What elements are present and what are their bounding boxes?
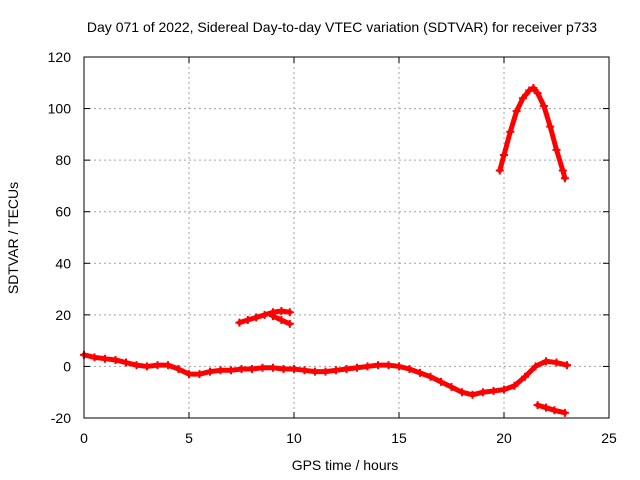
data-point — [342, 365, 351, 374]
data-series — [80, 83, 571, 417]
data-point — [300, 366, 309, 375]
data-point — [533, 401, 542, 410]
data-point — [277, 316, 286, 325]
data-point — [260, 310, 269, 319]
data-point — [500, 385, 508, 394]
data-point — [512, 107, 521, 116]
data-point — [542, 357, 550, 366]
data-point — [563, 361, 571, 370]
data-point — [533, 89, 542, 98]
data-point — [216, 366, 225, 375]
data-point — [248, 365, 256, 374]
data-point — [546, 122, 555, 131]
data-point — [416, 368, 424, 377]
data-point — [285, 308, 294, 317]
x-tick-label: 15 — [391, 430, 407, 446]
data-point — [525, 86, 534, 95]
series-tail — [533, 401, 569, 417]
data-point — [269, 363, 277, 372]
data-point — [489, 386, 498, 395]
data-point — [285, 319, 294, 328]
axis-ticks: 0 5 10 15 20 25 -20 0 20 40 60 80 100 120 — [48, 49, 617, 446]
data-point — [258, 363, 267, 372]
data-point — [237, 365, 246, 374]
y-tick-label: 100 — [48, 101, 72, 117]
series-baseline — [80, 350, 571, 399]
data-point — [437, 377, 445, 386]
data-point — [495, 166, 504, 175]
data-point — [426, 372, 435, 381]
data-point — [122, 358, 130, 367]
data-point — [164, 361, 172, 370]
y-tick-label: 40 — [55, 255, 71, 271]
series-arc-20-lower — [269, 312, 294, 328]
data-point — [529, 83, 538, 92]
data-point — [90, 353, 99, 362]
data-point — [235, 318, 244, 327]
data-point — [560, 174, 569, 183]
data-point — [550, 406, 559, 415]
data-point — [243, 316, 252, 325]
data-point — [277, 306, 286, 315]
data-point — [321, 367, 330, 376]
data-point — [252, 313, 261, 322]
x-tick-label: 5 — [185, 430, 193, 446]
y-axis-label: SDTVAR / TECUs — [5, 182, 21, 294]
data-point — [539, 101, 548, 110]
grid — [84, 57, 609, 418]
data-point — [552, 358, 561, 367]
y-tick-label: -20 — [51, 410, 71, 426]
data-point — [518, 94, 527, 103]
data-point — [101, 354, 109, 363]
x-tick-label: 10 — [286, 430, 302, 446]
data-point — [458, 388, 466, 397]
data-point — [558, 166, 567, 175]
data-point — [531, 362, 540, 371]
data-point — [500, 150, 508, 159]
data-point — [185, 370, 193, 379]
data-point — [384, 361, 393, 370]
data-point — [353, 363, 361, 372]
data-point — [311, 367, 319, 376]
y-tick-label: 80 — [55, 152, 71, 168]
data-point — [290, 365, 298, 374]
data-point — [395, 362, 403, 371]
series-trace — [535, 402, 568, 416]
plot-frame — [83, 56, 610, 419]
data-point — [374, 361, 382, 370]
x-tick-label: 0 — [80, 430, 88, 446]
data-point — [363, 362, 372, 371]
series-peak — [495, 83, 569, 183]
y-tick-label: 120 — [48, 49, 72, 65]
data-point — [111, 355, 120, 364]
data-point — [479, 388, 487, 397]
data-point — [227, 366, 235, 375]
data-point — [552, 145, 561, 154]
x-tick-label: 20 — [496, 430, 512, 446]
data-point — [405, 365, 414, 374]
data-point — [468, 390, 477, 399]
data-point — [195, 370, 204, 379]
y-tick-label: 0 — [63, 358, 71, 374]
y-tick-label: 60 — [55, 204, 71, 220]
data-point — [521, 372, 529, 381]
data-point — [174, 365, 183, 374]
chart-title: Day 071 of 2022, Sidereal Day-to-day VTE… — [87, 19, 597, 35]
data-point — [447, 383, 456, 392]
y-tick-label: 20 — [55, 307, 71, 323]
data-point — [506, 127, 515, 136]
data-point — [269, 312, 277, 321]
x-axis-label: GPS time / hours — [292, 457, 399, 473]
data-point — [132, 361, 141, 370]
data-point — [510, 381, 519, 390]
data-point — [206, 367, 214, 376]
data-point — [332, 366, 340, 375]
data-point — [279, 365, 288, 374]
data-point — [560, 408, 569, 417]
data-point — [542, 403, 550, 412]
data-point — [143, 362, 151, 371]
x-tick-label: 25 — [601, 430, 617, 446]
data-point — [153, 361, 162, 370]
